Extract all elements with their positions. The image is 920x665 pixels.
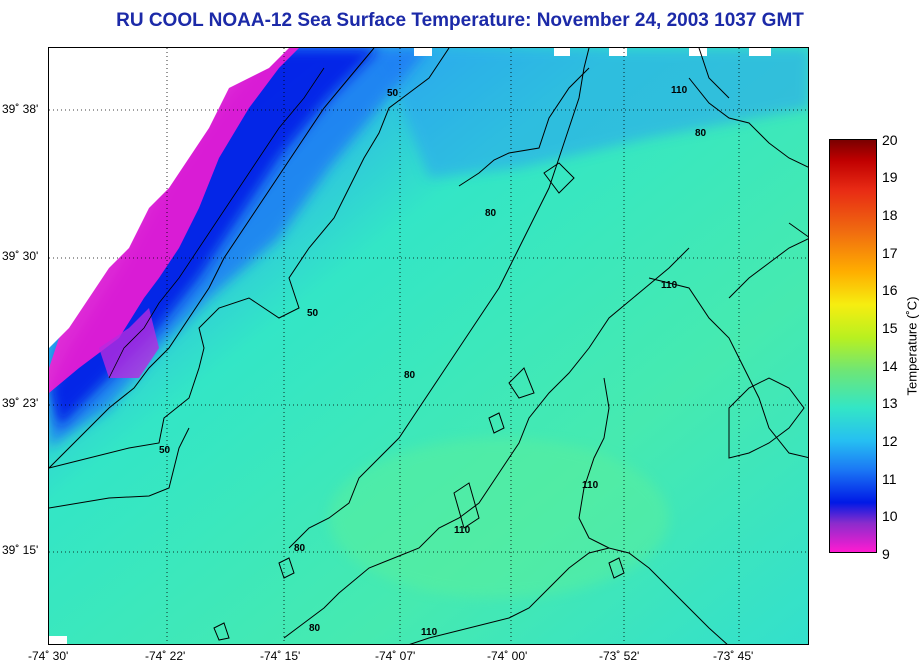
contour-label: 80	[485, 208, 497, 219]
colorbar-tick: 12	[882, 433, 898, 449]
data-gaps	[414, 48, 771, 56]
lon-tick: -74˚ 07'	[375, 649, 416, 663]
lon-tick: -74˚ 00'	[487, 649, 528, 663]
colorbar-tick: 18	[882, 207, 898, 223]
contours	[49, 48, 808, 644]
contour-label: 110	[671, 85, 688, 96]
colorbar-tick: 15	[882, 320, 898, 336]
land-corner	[49, 636, 67, 644]
contour-label: 50	[387, 88, 399, 99]
colorbar-tick: 9	[882, 546, 890, 562]
graticule	[49, 48, 808, 644]
sst-map[interactable]: 50 50 50 80 80 80 80 80 110 110 110 110 …	[48, 47, 809, 645]
lat-tick: 39˚ 38'	[2, 102, 39, 116]
colorbar-tick: 13	[882, 395, 898, 411]
lat-tick: 39˚ 30'	[2, 249, 39, 263]
contour-label: 50	[307, 308, 319, 319]
contour-label: 80	[404, 370, 416, 381]
lon-tick: -74˚ 15'	[260, 649, 301, 663]
colorbar-tick: 19	[882, 169, 898, 185]
warm-pocket	[329, 438, 669, 598]
temperature-colorbar	[829, 139, 877, 553]
lon-tick: -73˚ 45'	[713, 649, 754, 663]
colorbar-tick: 20	[882, 132, 898, 148]
map-title: RU COOL NOAA-12 Sea Surface Temperature:…	[116, 10, 804, 31]
contour-label: 110	[454, 525, 471, 536]
barrier-coast	[108, 67, 325, 379]
land	[49, 48, 289, 348]
colorbar-tick: 17	[882, 245, 898, 261]
lon-tick: -74˚ 22'	[145, 649, 186, 663]
cool-band	[379, 48, 808, 178]
coastline	[49, 48, 375, 469]
contour-label: 80	[294, 543, 306, 554]
colorbar-tick: 11	[882, 471, 897, 487]
lat-tick: 39˚ 23'	[2, 396, 39, 410]
contour-label: 50	[159, 445, 171, 456]
colorbar-tick: 10	[882, 508, 898, 524]
contour-label: 110	[582, 480, 599, 491]
contour-label: 80	[309, 623, 321, 634]
coastal-bays	[49, 48, 299, 393]
lat-tick: 39˚ 15'	[2, 543, 39, 557]
lon-tick: -74˚ 30'	[28, 649, 69, 663]
contour-label: 110	[421, 627, 438, 638]
contour-label: 110	[661, 280, 678, 291]
contour-label: 80	[695, 128, 707, 139]
colorbar-label: Temperature (˚C)	[904, 296, 920, 396]
lon-tick: -73˚ 52'	[599, 649, 640, 663]
colorbar-tick: 16	[882, 282, 898, 298]
colorbar-tick: 14	[882, 358, 898, 374]
sst-map-canvas: 50 50 50 80 80 80 80 80 110 110 110 110 …	[49, 48, 808, 644]
